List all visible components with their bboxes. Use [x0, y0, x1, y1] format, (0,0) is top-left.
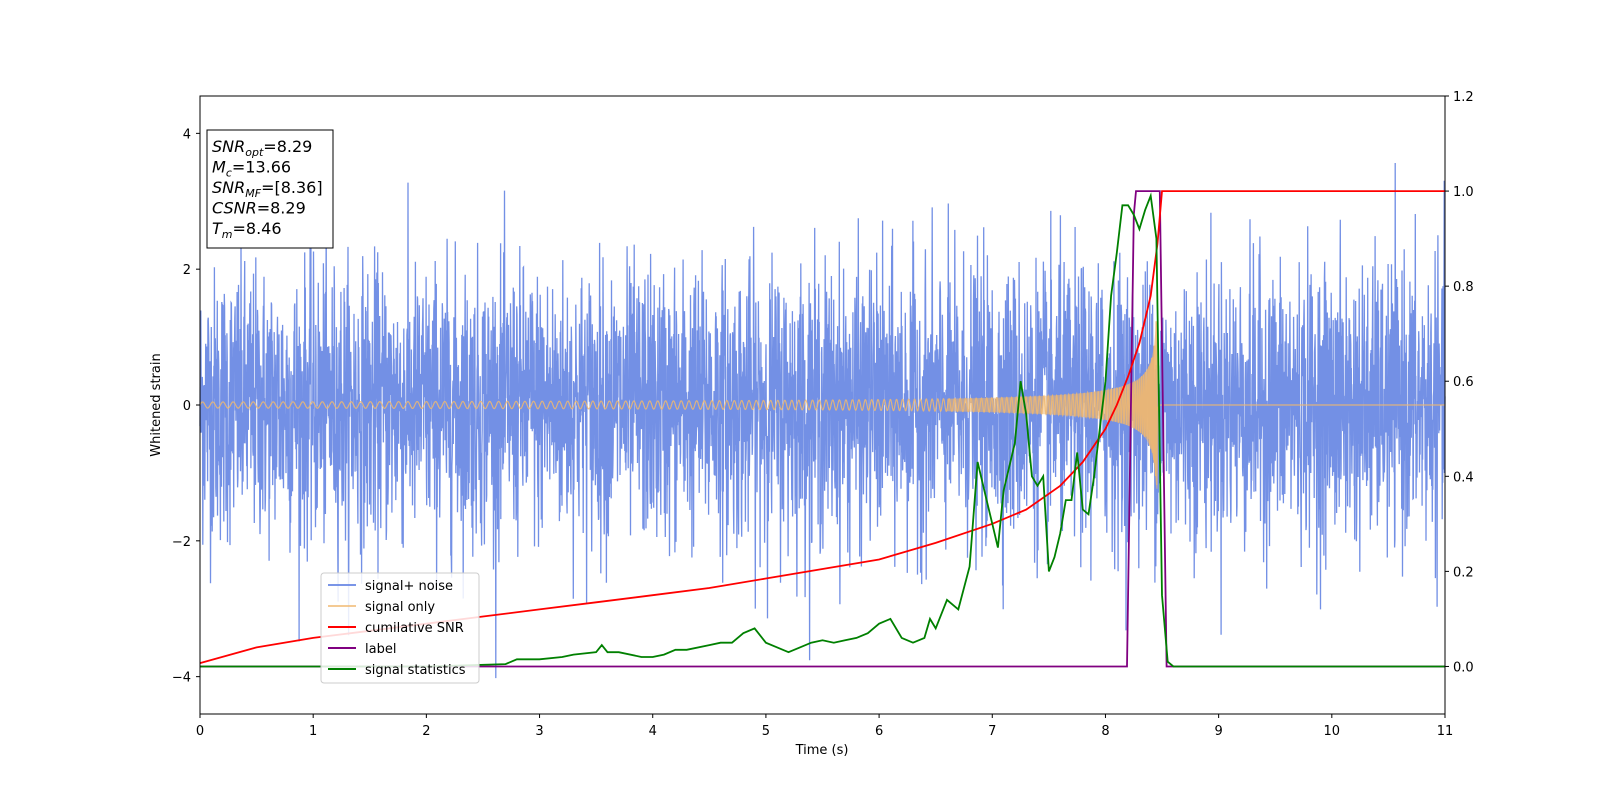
info-symbol: SNR	[212, 178, 245, 197]
x-tick-label: 7	[988, 724, 996, 739]
y-tick-label: −4	[172, 671, 191, 686]
signal-statistics-line	[200, 192, 1445, 668]
y2-tick-label: 1.2	[1453, 90, 1474, 105]
info-symbol: T	[212, 219, 223, 238]
info-value: =8.29	[257, 199, 306, 218]
x-tick-label: 3	[535, 724, 543, 739]
x-tick-label: 1	[309, 724, 317, 739]
x-tick-label: 2	[422, 724, 430, 739]
y2-tick-label: 0.0	[1453, 660, 1474, 675]
info-subscript: MF	[245, 187, 261, 200]
y-axis-right: 0.0 0.2 0.4 0.6 0.8 1.0 1.2	[1445, 90, 1474, 675]
info-line: SNRopt=8.29	[212, 137, 312, 159]
legend-entry: cumilative SNR	[365, 621, 464, 636]
legend: signal+ noise signal only cumilative SNR la…	[320, 572, 480, 684]
signal-only-envelope	[947, 321, 1160, 489]
x-tick-label: 6	[875, 724, 883, 739]
info-value: =[8.36]	[261, 178, 323, 197]
info-subscript: c	[226, 167, 232, 180]
info-line: Mc=13.66	[212, 158, 291, 180]
x-tick-label: 9	[1214, 724, 1222, 739]
signal-only-line	[199, 321, 1445, 486]
legend-frame	[320, 572, 480, 684]
series-signal-statistics	[200, 192, 1445, 668]
y2-tick-label: 0.4	[1453, 470, 1474, 485]
info-subscript: m	[222, 228, 233, 241]
y-tick-label: 4	[183, 127, 191, 142]
series-label	[200, 190, 1445, 668]
x-tick-label: 8	[1101, 724, 1109, 739]
x-tick-label: 5	[762, 724, 770, 739]
info-box: SNRopt=8.29Mc=13.66SNRMF=[8.36]CSNR=8.29…	[206, 129, 334, 249]
x-tick-label: 0	[196, 724, 204, 739]
legend-entry: signal+ noise	[365, 579, 453, 594]
info-line: CSNR=8.29	[212, 199, 306, 218]
info-value: =13.66	[232, 158, 291, 177]
info-symbol: SNR	[212, 137, 245, 156]
legend-entry: signal only	[365, 600, 435, 615]
info-symbol: M	[212, 158, 226, 177]
series-signal-only	[199, 321, 1445, 489]
info-line: SNRMF=[8.36]	[212, 178, 323, 200]
y-axis-left: −4 −2 0 2 4	[172, 127, 200, 686]
y2-tick-label: 0.2	[1453, 565, 1474, 580]
info-line: Tm=8.46	[212, 219, 282, 241]
info-symbol: CSNR	[212, 199, 257, 218]
y-tick-label: 0	[183, 399, 191, 414]
info-value: =8.46	[233, 219, 282, 238]
y-tick-label: 2	[183, 263, 191, 278]
x-tick-label: 11	[1437, 724, 1454, 739]
label-line	[200, 190, 1445, 668]
info-value: =8.29	[263, 137, 312, 156]
x-tick-label: 4	[649, 724, 657, 739]
x-tick-label: 10	[1324, 724, 1341, 739]
legend-entry: label	[365, 642, 396, 657]
y2-tick-label: 0.6	[1453, 375, 1474, 390]
x-axis-label: Time (s)	[795, 743, 849, 758]
signal-noise-line	[199, 162, 1446, 679]
y-axis-label: Whitened strain	[149, 353, 164, 456]
info-box-frame	[206, 129, 334, 249]
x-axis: 0 1 2 3 4 5 6 7 8 9 10 11	[196, 714, 1453, 739]
series-signal-noise	[199, 162, 1446, 679]
y2-tick-label: 0.8	[1453, 280, 1474, 295]
y-tick-label: −2	[172, 535, 191, 550]
legend-entry: signal statistics	[365, 663, 466, 678]
y2-tick-label: 1.0	[1453, 185, 1474, 200]
info-subscript: opt	[245, 146, 264, 159]
